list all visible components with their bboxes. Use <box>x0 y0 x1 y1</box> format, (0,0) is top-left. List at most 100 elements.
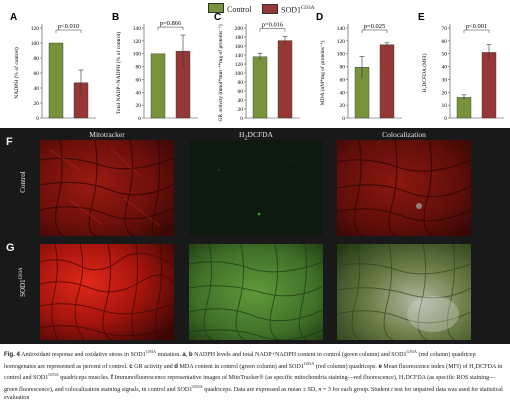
y-tick-label-b-3: 60 <box>136 77 142 83</box>
y-tick-label-d-0: 0 <box>342 116 345 122</box>
y-tick-label-b-4: 80 <box>136 65 142 71</box>
y-tick-label-b-0: 0 <box>138 116 141 122</box>
caption-seg9: Mean fluorescence index (MFI) of H₂DCFDA… <box>4 363 503 382</box>
caption-seg11: Immunofluorescence representative images… <box>4 375 496 393</box>
caption-seg2: mutation. <box>156 352 183 359</box>
y-tick-label-d-7: 140 <box>337 26 346 32</box>
y-tick-label-e-5: 50 <box>442 52 448 58</box>
legend-swatch-sod1 <box>262 3 278 14</box>
y-tick-label-b-1: 20 <box>136 103 142 109</box>
column-title-mitotracker-text: Mitotracker <box>89 130 125 139</box>
y-tick-label-d-2: 40 <box>340 90 346 96</box>
y-tick-label-c-8: 160 <box>235 44 244 50</box>
y-tick-label-b-6: 120 <box>133 39 142 45</box>
sig-label-d: p=0.025 <box>364 23 386 30</box>
image-control-h2dcfda <box>189 140 323 236</box>
caption-seg1: Antioxidant response and oxidative stres… <box>19 352 146 359</box>
caption-seg10: quadriceps muscles. <box>58 375 111 382</box>
bar-e-control <box>456 97 472 119</box>
y-tick-label-d-5: 100 <box>337 52 346 58</box>
sig-label-c: p=0.016 <box>262 22 284 29</box>
image-control-colocalization <box>337 140 471 236</box>
image-sod1-h2dcfda <box>189 244 323 340</box>
legend-item-sod1: SOD1G93A <box>262 3 315 15</box>
panel-letter-b: B <box>112 12 119 23</box>
figure-legend: Control SOD1G93A <box>0 0 510 16</box>
caption-italic-t: t <box>391 386 393 393</box>
caption-bold-a: a <box>182 351 186 359</box>
caption-sup3: G93A <box>303 360 315 366</box>
y-tick-label-c-4: 80 <box>238 80 244 86</box>
caption-bold-b: b <box>188 351 193 359</box>
caption-sup4: G93A <box>48 372 59 378</box>
caption-bold-f: f <box>110 374 113 382</box>
column-title-h2dcfda-sub: 2 <box>244 134 248 142</box>
panel-letter-f: F <box>6 136 13 148</box>
y-tick-label-e-3: 30 <box>442 77 448 83</box>
y-tick-label-c-5: 100 <box>235 71 244 77</box>
y-tick-label-a-5: 100 <box>31 41 40 47</box>
panel-letter-g: G <box>6 242 15 254</box>
image-sod1-colocalization <box>337 244 471 340</box>
image-sod1-mitotracker <box>40 244 174 340</box>
caption-sup5: G93A <box>192 383 203 389</box>
image-control-mitotracker <box>40 140 174 236</box>
sig-label-b: p=0.866 <box>160 20 182 27</box>
y-tick-label-a-4: 80 <box>34 56 40 62</box>
tile-control-colocalization-svg <box>337 140 471 236</box>
y-axis-label-e: H₂DCFDA (MFI) <box>421 53 428 92</box>
y-tick-label-b-5: 100 <box>133 52 142 58</box>
tile-control-h2dcfda-svg <box>189 140 323 236</box>
y-tick-label-b-2: 40 <box>136 90 142 96</box>
y-tick-label-a-2: 40 <box>34 86 40 92</box>
caption-sup2: G93A <box>406 349 417 354</box>
y-tick-label-c-0: 0 <box>240 116 243 122</box>
y-tick-label-c-2: 40 <box>238 98 244 104</box>
y-tick-label-c-7: 140 <box>235 53 244 59</box>
y-tick-label-e-1: 10 <box>442 103 448 109</box>
row-label-control: Control <box>19 157 27 207</box>
column-title-h2dcfda-rest: DCFDA <box>247 130 273 139</box>
y-tick-label-b-7: 140 <box>133 26 142 32</box>
caption-seg3: , <box>185 352 189 359</box>
y-tick-label-e-2: 20 <box>442 90 448 96</box>
tile-sod1-colocalization-svg <box>337 244 471 340</box>
microscopy-panel: F G Mitotracker H2DCFDA Colocalization C… <box>0 128 510 344</box>
y-tick-label-a-0: 0 <box>36 116 39 122</box>
caption-italic-n: n <box>318 386 322 393</box>
legend-item-control: Control <box>208 3 252 14</box>
tile-control-mitotracker-svg <box>40 140 174 236</box>
y-axis-label-b: Total NADP+NADPH (% of control) <box>115 32 122 114</box>
panel-letter-c: C <box>214 12 221 23</box>
caption-bold-c: c <box>129 362 133 370</box>
panel-letter-a: A <box>10 12 17 23</box>
legend-label-control: Control <box>227 5 252 14</box>
bar-c-sod1 <box>277 40 293 119</box>
bar-c-control <box>252 56 268 119</box>
y-axis-label-d: MDA (nM*mg of proteins⁻¹) <box>319 41 326 106</box>
row-label-sod1: SOD1G93A <box>19 255 27 309</box>
y-tick-label-a-3: 60 <box>34 71 40 77</box>
column-title-colocalization-text: Colocalization <box>382 130 426 139</box>
tile-sod1-mitotracker-svg <box>40 244 174 340</box>
row-label-sod1-text: SOD1 <box>19 279 28 297</box>
row-label-control-text: Control <box>19 171 27 193</box>
legend-label-sod1-sup: G93A <box>301 5 315 11</box>
column-title-h2dcfda: H2DCFDA <box>189 130 323 142</box>
y-tick-label-d-3: 60 <box>340 77 346 83</box>
caption-bold-d: d <box>174 362 178 370</box>
column-title-colocalization: Colocalization <box>337 130 471 139</box>
y-tick-label-a-1: 20 <box>34 101 40 107</box>
bar-e-sod1 <box>481 52 497 119</box>
bar-b-control <box>150 53 166 119</box>
panel-letter-e: E <box>418 12 425 23</box>
caption-seg14: test for unpaired data was used for stat… <box>4 386 503 401</box>
caption-seg5: (red column) quadricep homogenates are r… <box>4 352 476 370</box>
row-label-sod1-sup: G93A <box>18 267 24 280</box>
figure-caption: Fig. 4 Antioxidant response and oxidativ… <box>4 348 504 414</box>
y-tick-label-e-7: 70 <box>442 26 448 32</box>
y-tick-label-d-4: 80 <box>340 65 346 71</box>
y-tick-label-a-6: 120 <box>31 26 40 32</box>
y-axis-label-a: NADPH (% of control) <box>13 47 20 99</box>
caption-seg12: quadriceps. Data are expressed as mean ±… <box>202 386 319 393</box>
